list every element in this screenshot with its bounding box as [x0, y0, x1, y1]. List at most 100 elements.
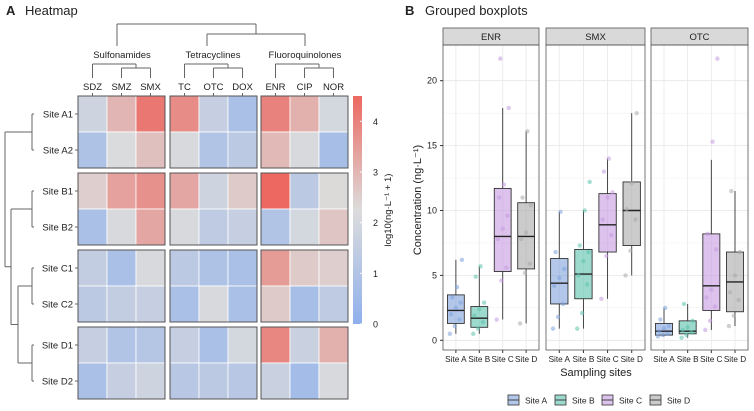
row-label: Site A2 [43, 146, 73, 157]
heatmap-cell [106, 172, 137, 210]
data-point [658, 317, 663, 322]
x-axis-label: Sampling sites [560, 367, 632, 379]
data-point [458, 300, 463, 305]
data-point [519, 236, 524, 242]
box [702, 233, 721, 311]
data-point [550, 326, 556, 331]
data-point [453, 305, 459, 311]
heatmap-cell [318, 172, 349, 210]
data-point [557, 275, 562, 281]
heatmap-cell [77, 208, 108, 246]
heatmap-cell [77, 95, 108, 133]
x-tick-label: Site B [572, 355, 594, 364]
column-label: SMZ [111, 82, 131, 93]
data-point [558, 209, 563, 214]
panel-label-a: A [6, 3, 16, 18]
heatmap-cell [198, 208, 229, 246]
heatmap-cell [77, 131, 108, 169]
data-point [587, 179, 592, 185]
data-point [715, 56, 720, 61]
facet-border [442, 44, 540, 351]
column-label: ENR [265, 82, 285, 93]
data-point [586, 249, 591, 255]
data-point [600, 217, 605, 222]
heatmap-cell [260, 249, 291, 287]
data-point [448, 312, 454, 317]
row-label: Site B1 [42, 187, 73, 198]
heatmap-cell [169, 208, 200, 246]
data-point [496, 195, 502, 200]
heatmap-cell [260, 362, 291, 400]
colorbar-tick-label: 2 [373, 218, 378, 228]
data-point [689, 330, 694, 335]
data-point [555, 314, 561, 320]
legend-label: Site B [572, 396, 595, 406]
heatmap-cell [260, 208, 291, 246]
heatmap-cell [106, 208, 137, 246]
heatmap-cell [227, 131, 258, 169]
data-point [655, 334, 661, 339]
data-point [498, 56, 503, 61]
data-point [582, 208, 587, 213]
y-axis-label: Concentration (ng·L⁻¹) [412, 145, 424, 255]
data-point [634, 110, 639, 116]
data-point [601, 169, 607, 174]
heatmap-cell [289, 326, 320, 364]
y-tick-label: 0 [432, 335, 437, 345]
data-point [478, 264, 483, 269]
data-point [679, 335, 684, 340]
heatmap-cell [260, 285, 291, 323]
legend-label: Site D [667, 396, 690, 406]
data-point [528, 203, 534, 208]
facet-label: ENR [481, 32, 501, 43]
data-point [605, 195, 610, 200]
data-point [623, 273, 628, 278]
heatmap-cell [227, 95, 258, 133]
heatmap-block-border [77, 326, 166, 400]
group-label: Tetracyclines [186, 50, 241, 61]
data-point [522, 270, 528, 276]
data-point [690, 318, 695, 324]
colorbar-tick-label: 1 [373, 269, 378, 279]
colorbar-tick-label: 0 [373, 320, 378, 330]
data-point [629, 181, 634, 186]
heatmap-cell [77, 285, 108, 323]
box [598, 193, 617, 253]
heatmap-cell [227, 208, 258, 246]
data-point [499, 278, 504, 283]
data-point [477, 306, 482, 312]
data-point [577, 243, 582, 248]
x-tick-label: Site D [515, 355, 537, 364]
column-label: DOX [232, 82, 253, 93]
row-label: Site B2 [42, 223, 73, 234]
data-point [685, 325, 690, 330]
data-point [604, 253, 609, 259]
heatmap-cell [135, 131, 166, 169]
heatmap-cell [289, 362, 320, 400]
heatmap-cell [169, 362, 200, 400]
heatmap-block-border [77, 172, 166, 246]
heatmap-cell [77, 362, 108, 400]
column-label: NOR [323, 82, 344, 93]
heatmap-cell [135, 326, 166, 364]
heatmap-cell [318, 131, 349, 169]
facet-border [650, 44, 749, 351]
data-point [579, 310, 585, 316]
data-point [505, 213, 510, 218]
heatmap-cell [169, 131, 200, 169]
y-tick-label: 10 [427, 206, 437, 216]
data-point [737, 249, 743, 255]
data-point [553, 249, 558, 255]
heatmap-cell [289, 285, 320, 323]
heatmap-cell [260, 172, 291, 210]
colorbar-label: log10(ng·L⁻¹ + 1) [383, 174, 394, 247]
colorbar [353, 96, 362, 324]
panel-label-b: B [405, 3, 414, 18]
row-label: Site A1 [43, 110, 73, 121]
heatmap-cell [318, 362, 349, 400]
data-point [560, 301, 566, 307]
heatmap-cell [77, 172, 108, 210]
data-point [731, 313, 736, 318]
heatmap-block-border [260, 249, 349, 323]
